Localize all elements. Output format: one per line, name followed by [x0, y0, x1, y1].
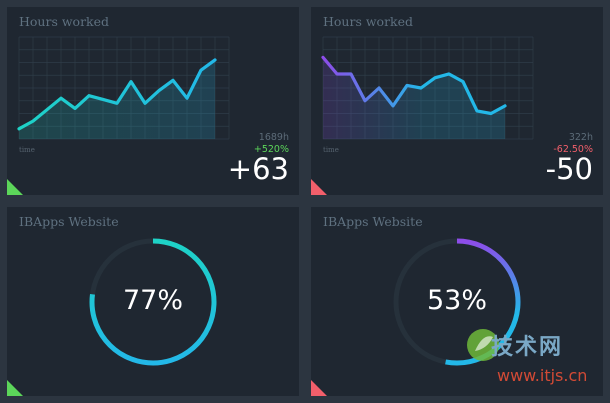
data-point — [448, 73, 450, 75]
data-point — [200, 69, 202, 71]
data-point — [74, 107, 76, 109]
progress-ring — [393, 238, 521, 366]
watermark-url: www.itjs.cn — [497, 366, 588, 385]
ring-progress-arc — [89, 238, 217, 366]
data-point — [214, 59, 216, 61]
data-point — [60, 97, 62, 99]
data-point — [116, 102, 118, 104]
data-point — [392, 105, 394, 107]
status-corner-indicator — [7, 179, 23, 195]
data-point — [102, 98, 104, 100]
data-point — [172, 79, 174, 81]
delta-value: -50 — [545, 152, 593, 186]
total-hours: 1689h — [258, 132, 289, 143]
percent-change: +520% — [253, 144, 289, 155]
hours-worked-card-down[interactable]: Hours worked time 322h -62.50% -50 — [311, 7, 603, 195]
data-point — [144, 102, 146, 104]
data-point — [364, 100, 366, 102]
status-corner-indicator — [311, 179, 327, 195]
data-point — [490, 112, 492, 114]
data-point — [32, 120, 34, 122]
progress-value: 77% — [122, 285, 183, 316]
total-hours: 322h — [568, 132, 593, 143]
watermark-leaf-icon — [467, 329, 499, 361]
data-point — [434, 77, 436, 79]
delta-value: +63 — [227, 152, 289, 186]
data-point — [88, 94, 90, 96]
series-area — [323, 57, 505, 139]
progress-ring — [89, 238, 217, 366]
series-area — [19, 59, 215, 140]
percent-change: -62.50% — [553, 144, 593, 155]
data-point — [186, 97, 188, 99]
website-card-53[interactable]: IBApps Website 53% — [311, 207, 603, 396]
x-axis-label: time — [323, 146, 339, 154]
data-point — [322, 56, 324, 58]
data-point — [504, 105, 506, 107]
series-line — [321, 55, 507, 116]
hours-line-chart — [321, 36, 534, 140]
data-point — [130, 80, 132, 82]
hours-worked-card-up[interactable]: Hours worked time 1689h +520% +63 — [7, 7, 299, 195]
status-corner-indicator — [311, 380, 327, 396]
series-line — [17, 58, 217, 131]
card-title: IBApps Website — [19, 214, 119, 229]
data-point — [336, 73, 338, 75]
watermark-title: 技术网 — [491, 335, 564, 360]
data-point — [350, 73, 352, 75]
data-point — [406, 84, 408, 86]
data-point — [462, 80, 464, 82]
data-point — [378, 87, 380, 89]
data-point — [420, 87, 422, 89]
ring-progress-arc — [445, 238, 521, 366]
card-title: Hours worked — [19, 14, 110, 29]
data-point — [18, 128, 20, 130]
progress-value: 53% — [426, 285, 487, 316]
watermark-logo: 技术网 www.itjs.cn — [463, 323, 608, 395]
card-title: Hours worked — [323, 14, 414, 29]
data-point — [46, 108, 48, 110]
status-corner-indicator — [7, 380, 23, 396]
data-point — [476, 110, 478, 112]
website-card-77[interactable]: IBApps Website 77% — [7, 207, 299, 396]
x-axis-label: time — [19, 146, 35, 154]
hours-line-chart — [17, 36, 230, 140]
card-title: IBApps Website — [323, 214, 423, 229]
data-point — [158, 89, 160, 91]
